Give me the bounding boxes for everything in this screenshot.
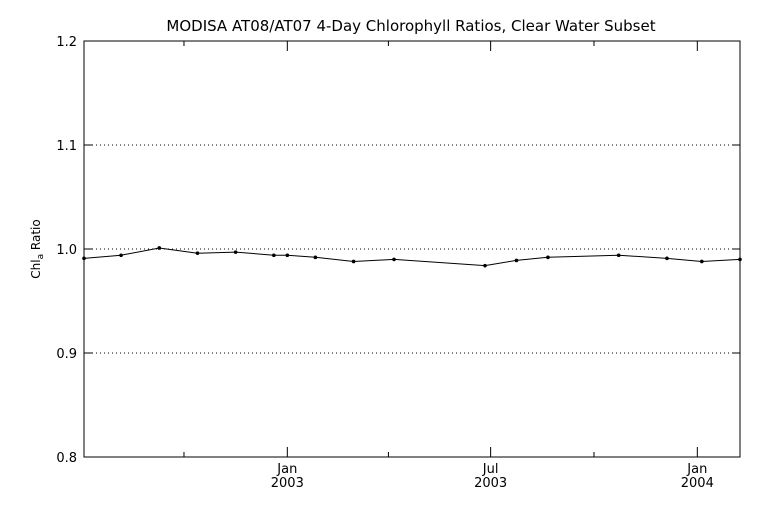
data-point [514,258,519,263]
data-point [616,253,621,258]
x-tick-label-month: Jan [686,462,707,477]
y-tick-label: 0.9 [56,347,77,362]
y-axis-label-rest: Ratio [29,219,43,254]
data-point [285,253,290,258]
data-point [82,256,86,261]
data-point [233,250,238,254]
data-point [738,257,742,262]
y-axis: 0.8 0.9 1.0 1.1 1.2 [56,35,740,466]
x-tick-label-year: 2003 [474,476,507,491]
data-point [700,259,704,264]
data-point [483,263,487,268]
data-point [392,257,396,262]
y-tick-label: 0.8 [56,451,77,466]
grid [84,144,740,354]
x-tick-label-year: 2004 [681,476,714,491]
y-axis-label-sub: a [36,254,46,260]
data-point [195,251,200,255]
y-tick-label: 1.1 [56,139,77,154]
chart-title: MODISA AT08/AT07 4-Day Chlorophyll Ratio… [166,17,655,35]
y-tick-label: 1.2 [56,35,77,50]
y-axis-label-main: Chl [29,259,43,278]
data-point [157,246,162,250]
data-point [272,253,276,258]
series-group [82,246,742,268]
y-tick-label: 1.0 [56,243,77,258]
data-point [119,253,123,258]
data-point [546,255,550,260]
x-tick-label-month: Jan [276,462,297,477]
data-point [351,259,356,264]
x-tick-label-month: Jul [482,462,499,477]
series-line [83,247,741,267]
data-point [665,256,669,261]
data-point [313,255,318,260]
y-axis-label: Chla Ratio [29,219,46,278]
x-tick-label-year: 2003 [271,476,304,491]
